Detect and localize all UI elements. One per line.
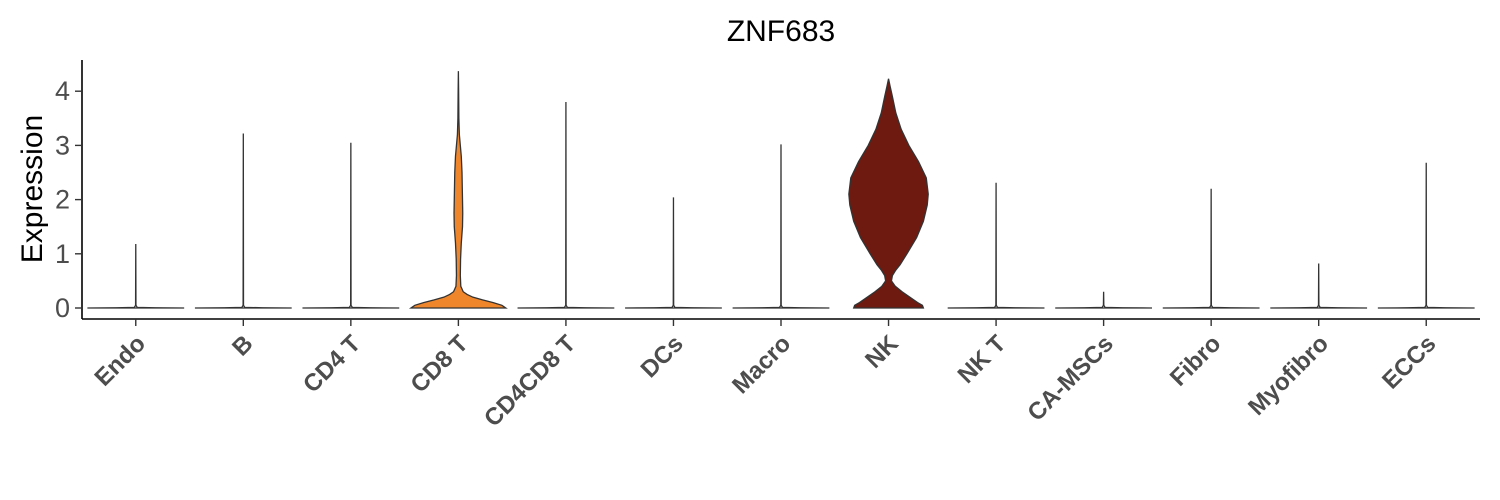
violin-b (194, 133, 292, 309)
x-tick-label: Macro (727, 330, 796, 399)
violin-cd4-t (302, 142, 400, 309)
violin-cd4cd8-t (517, 102, 615, 309)
violin-myofibro (1270, 263, 1368, 309)
violin-ca-mscs (1055, 291, 1153, 309)
x-tick-label: CA-MSCs (1022, 330, 1118, 426)
y-tick-label: 0 (55, 293, 70, 323)
x-tick-label: NK (860, 330, 904, 374)
violin-endo (87, 244, 185, 309)
x-tick-label: NK T (953, 330, 1012, 389)
x-tick-label: DCs (636, 330, 689, 383)
x-tick-label: B (227, 330, 258, 361)
x-tick-label: Endo (89, 330, 151, 392)
y-tick-label: 1 (55, 239, 70, 269)
x-tick-label: Myofibro (1243, 330, 1334, 421)
y-tick-label: 4 (55, 76, 70, 106)
x-tick-label: CD8 T (406, 330, 474, 398)
y-tick-label: 2 (55, 185, 70, 215)
x-tick-label: CD4 T (298, 330, 366, 398)
x-tick-label: Fibro (1165, 330, 1227, 392)
violin-fibro (1162, 188, 1260, 309)
violin-eccs (1377, 162, 1475, 309)
x-tick-label: ECCs (1377, 330, 1441, 394)
violin-cd8-t (408, 71, 508, 309)
violin-macro (732, 144, 830, 309)
y-axis-label: Expression (16, 115, 49, 263)
y-tick-label: 3 (55, 130, 70, 160)
violin-nk-t (947, 182, 1045, 309)
x-tick-label: CD4CD8 T (479, 330, 581, 432)
violin-nk (848, 78, 929, 309)
violin-dcs (625, 197, 722, 309)
plot-area: 0 1 2 3 4 Endo B CD4 T CD8 T CD4CD8 T DCs Macro NK NK… (55, 60, 1480, 432)
chart-title: ZNF683 (727, 15, 835, 48)
